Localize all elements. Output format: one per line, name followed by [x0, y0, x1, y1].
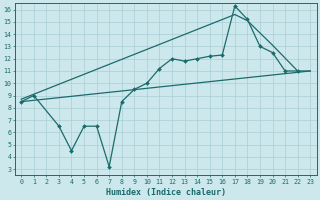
X-axis label: Humidex (Indice chaleur): Humidex (Indice chaleur): [106, 188, 226, 197]
